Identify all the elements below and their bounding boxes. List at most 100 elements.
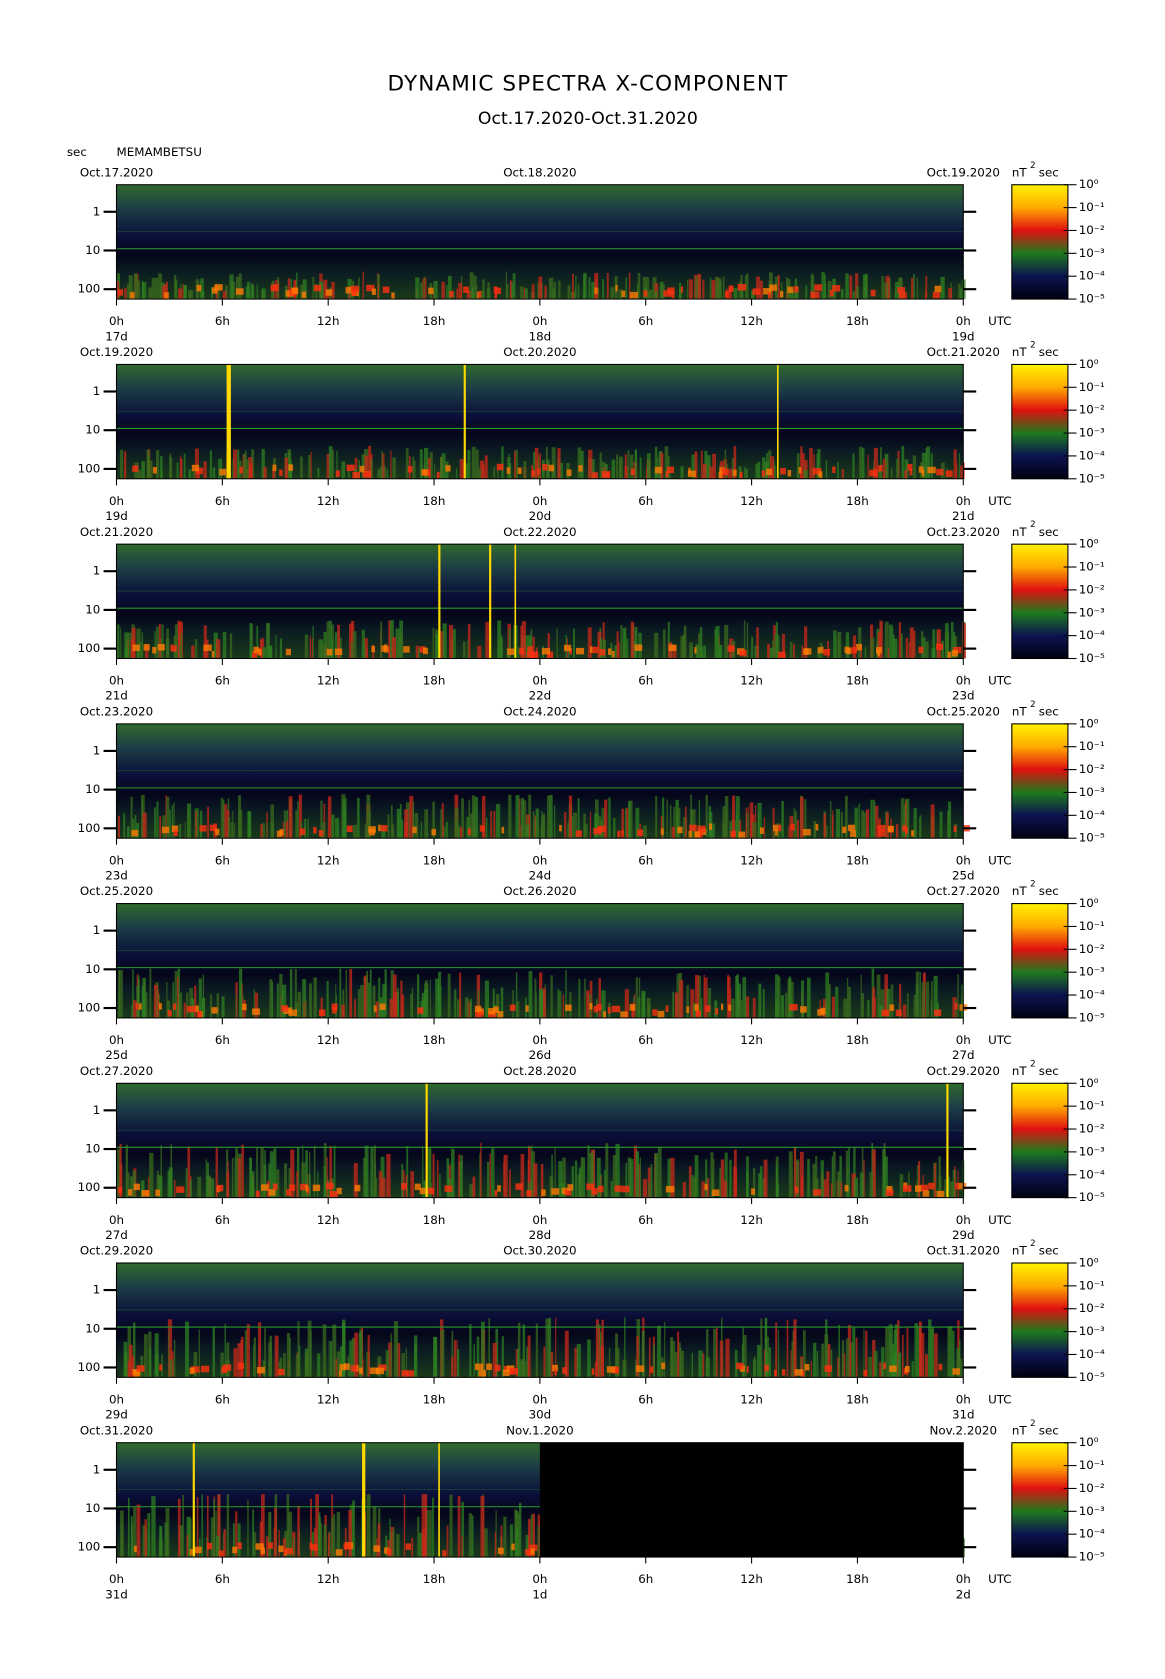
texture-hot	[665, 1005, 669, 1013]
colorbar-tick-label: 10⁰	[1079, 1435, 1099, 1449]
texture-streak	[674, 992, 679, 1018]
texture-streak	[243, 453, 247, 479]
texture-streak	[404, 822, 408, 839]
colorbar-tick-label: 10⁻⁴	[1079, 1527, 1105, 1541]
date-label: Oct.28.2020	[503, 1064, 576, 1078]
texture-streak	[956, 1348, 961, 1378]
texture-hot	[869, 469, 878, 477]
texture-hot	[548, 464, 555, 472]
colorbar	[1011, 363, 1069, 480]
texture-streak	[123, 1352, 128, 1378]
texture-hot	[829, 289, 834, 297]
texture-streak	[323, 803, 326, 839]
texture-streak	[555, 1317, 557, 1378]
texture-streak	[919, 816, 921, 839]
texture-streak	[117, 624, 120, 659]
texture-hot	[237, 1362, 245, 1370]
texture-hot	[239, 466, 243, 474]
texture-streak	[577, 284, 580, 300]
texture-streak	[458, 1154, 460, 1198]
texture-streak	[676, 808, 681, 839]
texture-streak	[694, 975, 700, 1018]
texture-hot	[832, 285, 841, 292]
texture-streak	[301, 1162, 306, 1198]
texture-streak	[627, 1157, 632, 1198]
texture-streak	[934, 1164, 936, 1198]
texture-streak	[429, 979, 431, 1018]
texture-streak	[906, 1326, 909, 1378]
texture-streak	[589, 811, 592, 839]
texture-streak	[768, 450, 772, 479]
x-tick-label: 12h	[740, 1392, 763, 1406]
texture-streak	[525, 824, 529, 839]
texture-streak	[542, 988, 546, 1018]
texture-streak	[532, 811, 535, 839]
texture-hot	[657, 1010, 665, 1018]
texture-hot	[301, 291, 307, 298]
texture-streak	[341, 1004, 345, 1018]
texture-hot	[378, 824, 381, 832]
colorbar	[1011, 723, 1069, 839]
texture-streak	[235, 994, 237, 1018]
texture-hot	[511, 1543, 515, 1551]
texture-streak	[128, 632, 133, 659]
texture-streak	[815, 1155, 818, 1198]
texture-streak	[336, 1351, 341, 1378]
texture-streak	[345, 797, 347, 839]
texture-streak	[702, 463, 707, 479]
texture-streak	[833, 630, 837, 659]
texture-streak	[432, 627, 435, 659]
texture-streak	[238, 795, 242, 839]
texture-streak	[454, 807, 459, 839]
texture-streak	[930, 1328, 934, 1378]
texture-hot	[384, 1547, 389, 1554]
texture-hot	[612, 650, 615, 658]
texture-streak	[608, 797, 611, 839]
texture-streak	[155, 277, 159, 300]
texture-hot	[172, 1003, 176, 1010]
texture-hot	[936, 643, 943, 650]
texture-streak	[867, 454, 869, 479]
texture-streak	[775, 621, 778, 659]
texture-streak	[495, 994, 500, 1018]
texture-hot	[727, 645, 735, 652]
texture-streak	[914, 1323, 919, 1378]
texture-streak	[213, 632, 218, 659]
y-tick-label: 10	[85, 962, 100, 976]
texture-streak	[944, 630, 948, 659]
texture-streak	[366, 1494, 371, 1558]
texture-streak	[537, 1525, 540, 1558]
texture-hot	[132, 465, 139, 472]
texture-streak	[411, 1537, 414, 1558]
texture-hot	[170, 644, 173, 652]
texture-streak	[419, 1532, 423, 1558]
texture-streak	[879, 447, 882, 479]
day-label: 27d	[105, 1228, 128, 1242]
texture-streak	[413, 460, 416, 479]
date-label: Oct.29.2020	[927, 1064, 1000, 1078]
texture-streak	[331, 1516, 334, 1558]
date-label: Oct.19.2020	[80, 345, 153, 359]
texture-hot	[313, 284, 321, 292]
texture-streak	[468, 799, 471, 839]
texture-streak	[327, 796, 332, 839]
texture-streak	[285, 821, 289, 839]
texture-streak	[222, 631, 227, 659]
texture-streak	[311, 638, 313, 659]
texture-streak	[179, 1525, 183, 1558]
texture-streak	[514, 449, 519, 479]
colorbar-tick-label: 10⁻⁵	[1079, 831, 1105, 845]
texture-hot	[564, 1004, 572, 1012]
colorbar-tick-label: 10⁻¹	[1079, 1278, 1105, 1292]
texture-streak	[380, 1156, 385, 1198]
texture-streak	[270, 822, 275, 839]
date-label: Oct.20.2020	[503, 345, 576, 359]
texture-streak	[539, 990, 543, 1018]
texture-hot	[284, 1547, 293, 1555]
texture-streak	[692, 1177, 697, 1198]
texture-streak	[742, 1326, 744, 1378]
texture-streak	[471, 1515, 474, 1558]
texture-streak	[461, 1535, 463, 1558]
texture-streak	[130, 796, 133, 839]
x-unit: UTC	[988, 314, 1012, 328]
